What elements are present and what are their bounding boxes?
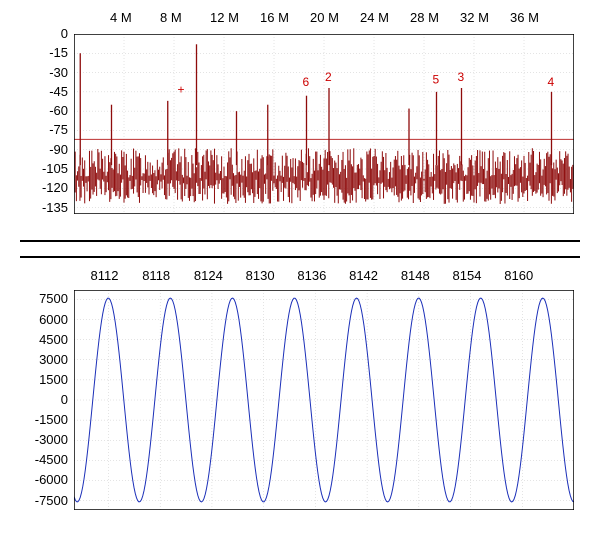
y-tick-label: 4500 (24, 332, 68, 347)
peak-marker-label: 3 (458, 70, 465, 84)
x-tick-label: 8124 (194, 268, 223, 283)
y-tick-label: -3000 (24, 432, 68, 447)
y-tick-label: 0 (26, 26, 68, 41)
spectrum-plot: +6 2 5 3 4 (74, 34, 574, 214)
y-tick-label: 0 (24, 392, 68, 407)
waveform-plot (74, 290, 574, 510)
chart-separator (20, 240, 580, 258)
peak-marker-label: 4 (548, 75, 555, 89)
x-tick-label: 8130 (246, 268, 275, 283)
watermark: 电子发烧友 www.elecfans.com (497, 523, 584, 542)
y-tick-label: -45 (26, 84, 68, 99)
y-tick-label: -30 (26, 65, 68, 80)
peak-marker-label: 2 (325, 70, 332, 84)
x-tick-label: 32 M (460, 10, 489, 25)
y-tick-label: -1500 (24, 412, 68, 427)
charts-container: 4 M 8 M 12 M 16 M 20 M 24 M 28 M 32 M 36 M 0 -15 -3… (20, 10, 580, 220)
y-tick-label: 7500 (24, 291, 68, 306)
x-tick-label: 8148 (401, 268, 430, 283)
x-tick-label: 12 M (210, 10, 239, 25)
x-tick-label: 4 M (110, 10, 132, 25)
y-tick-label: -105 (26, 161, 68, 176)
y-tick-label: 6000 (24, 312, 68, 327)
watermark-url: www.elecfans.com (493, 541, 584, 553)
x-tick-label: 8142 (349, 268, 378, 283)
x-tick-label: 28 M (410, 10, 439, 25)
brand-icon (497, 524, 515, 542)
x-tick-label: 8136 (297, 268, 326, 283)
waveform-chart: 8112 8118 8124 8130 8136 8142 8148 8154 8160 7500… (20, 268, 580, 518)
x-tick-label: 16 M (260, 10, 289, 25)
spectrum-chart: 4 M 8 M 12 M 16 M 20 M 24 M 28 M 32 M 36 M 0 -15 -3… (20, 10, 580, 220)
y-tick-label: -6000 (24, 472, 68, 487)
y-tick-label: -135 (26, 200, 68, 215)
y-tick-label: -7500 (24, 493, 68, 508)
peak-marker-label: + (178, 83, 185, 97)
y-tick-label: 3000 (24, 352, 68, 367)
y-tick-label: -120 (26, 180, 68, 195)
watermark-brand: 电子发烧友 (519, 523, 584, 542)
y-tick-label: -15 (26, 45, 68, 60)
x-tick-label: 8118 (142, 268, 170, 283)
y-tick-label: -4500 (24, 452, 68, 467)
peak-marker-label: 6 (303, 75, 310, 89)
y-tick-label: -90 (26, 142, 68, 157)
x-tick-label: 8 M (160, 10, 182, 25)
x-tick-label: 8160 (504, 268, 533, 283)
x-tick-label: 36 M (510, 10, 539, 25)
x-tick-label: 8154 (453, 268, 482, 283)
x-tick-label: 8112 (90, 268, 118, 283)
x-tick-label: 20 M (310, 10, 339, 25)
x-tick-label: 24 M (360, 10, 389, 25)
y-tick-label: -60 (26, 103, 68, 118)
peak-marker-label: 5 (433, 72, 440, 86)
y-tick-label: -75 (26, 122, 68, 137)
y-tick-label: 1500 (24, 372, 68, 387)
